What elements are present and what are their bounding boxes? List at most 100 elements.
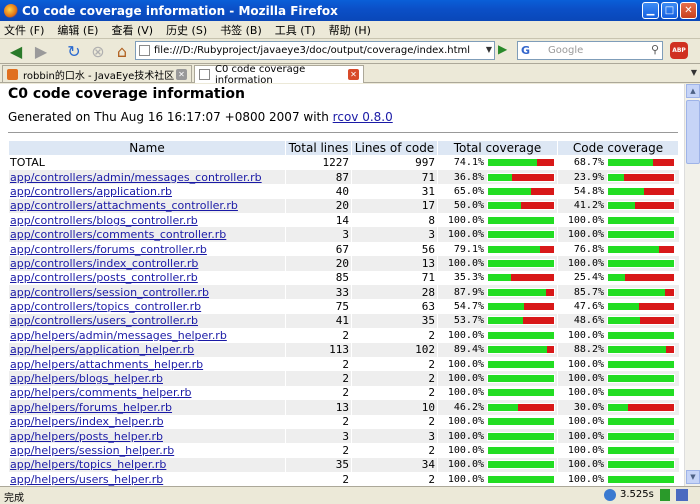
file-link[interactable]: app/helpers/attachments_helper.rb [10,357,204,371]
file-link[interactable]: app/controllers/session_controller.rb [10,285,210,299]
menu-file[interactable]: 文件 (F) [4,23,45,37]
menu-bookmarks[interactable]: 书签 (B) [220,23,262,37]
scroll-up-icon[interactable]: ▲ [686,84,700,98]
go-arrow-icon: ▶ [498,42,508,56]
file-link[interactable]: app/helpers/index_helper.rb [10,415,164,429]
coverage-bar-fill [488,360,554,368]
file-link[interactable]: app/controllers/topics_controller.rb [10,300,202,314]
tab-javaeye[interactable]: robbin的口水 - JavaEye技术社区 ✕ [2,65,192,83]
navigation-toolbar: ◀ ▶ ↻ ⊗ ⌂ file:///D:/Rubyproject/javaeye… [0,39,700,62]
total-lines-cell: 3 [285,227,352,242]
close-window-button[interactable]: ✕ [680,2,697,19]
tab-coverage[interactable]: C0 code coverage information ✕ [194,64,364,86]
total-lines-cell: 2 [285,443,352,458]
scroll-down-icon[interactable]: ▼ [686,470,700,484]
total-coverage-cell: 53.7% [437,313,558,329]
reload-button[interactable]: ↻ [64,41,84,61]
file-link[interactable]: app/helpers/blogs_helper.rb [10,372,163,386]
status-bar: 完成 3.525s [0,486,700,504]
url-bar[interactable]: file:///D:/Rubyproject/javaeye3/doc/outp… [135,41,495,60]
file-link[interactable]: app/helpers/forums_helper.rb [10,400,173,414]
go-button[interactable]: ▶ [498,42,512,58]
lines-of-code-cell: 3 [351,428,438,444]
file-link[interactable]: app/controllers/blogs_controller.rb [10,213,198,227]
file-name-cell: app/controllers/index_controller.rb [8,256,286,271]
total-lines-cell: 2 [285,356,352,372]
table-row: app/controllers/session_controller.rb 33 2… [8,285,679,300]
file-link[interactable]: app/helpers/admin/messages_helper.rb [10,328,227,342]
page-favicon-icon [199,69,210,80]
coverage-percent: 100.0% [447,473,484,485]
coverage-percent: 100.0% [447,445,484,456]
vertical-scrollbar[interactable]: ▲ ▼ [684,84,700,486]
lines-of-code-cell: 2 [351,356,438,372]
file-link[interactable]: app/controllers/attachments_controller.r… [10,199,238,213]
total-lines-cell: 1227 [285,155,352,170]
coverage-bar [487,359,555,369]
menu-edit[interactable]: 编辑 (E) [57,23,99,37]
file-link[interactable]: app/controllers/application.rb [10,184,173,198]
search-icon[interactable]: ⚲ [650,43,659,56]
minimize-button[interactable]: ▁ [642,2,659,19]
table-row: app/controllers/admin/messages_controlle… [8,169,679,185]
page-favicon-icon [139,45,150,56]
menu-help[interactable]: 帮助 (H) [328,23,371,37]
forward-button[interactable]: ▶ [30,41,52,61]
window-titlebar[interactable]: C0 code coverage information - Mozilla F… [0,0,700,21]
total-coverage-cell: 100.0% [437,371,558,386]
rcov-link[interactable]: rcov 0.8.0 [332,110,393,124]
total-coverage-cell: 87.9% [437,285,558,300]
coverage-bar [607,172,675,182]
coverage-bar [607,474,675,484]
security-status-icon[interactable] [660,489,670,501]
coverage-bar-fill [488,288,546,296]
total-coverage-cell: 79.1% [437,241,558,257]
coverage-bar [607,215,675,225]
code-coverage-cell: 100.0% [557,428,679,444]
tab-close-icon[interactable]: ✕ [176,69,187,80]
addon-status-icon[interactable] [604,489,616,501]
file-link[interactable]: app/controllers/users_controller.rb [10,314,199,328]
coverage-bar [487,388,555,398]
total-lines-cell: 20 [285,198,352,214]
file-link[interactable]: app/helpers/application_helper.rb [10,343,195,357]
coverage-bar-fill [488,216,554,224]
maximize-button[interactable]: □ [661,2,678,19]
file-link[interactable]: app/controllers/forums_controller.rb [10,242,207,256]
coverage-percent: 100.0% [447,214,484,226]
table-row: app/helpers/posts_helper.rb 3 3 100.0% 100.0… [8,428,679,444]
file-link[interactable]: app/helpers/users_helper.rb [10,472,164,486]
reload-icon: ↻ [67,41,81,61]
home-button[interactable]: ⌂ [112,41,132,61]
coverage-bar [607,316,675,326]
tab-bar: robbin的口水 - JavaEye技术社区 ✕ C0 code covera… [0,63,700,86]
stop-button[interactable]: ⊗ [88,41,108,61]
back-button[interactable]: ◀ [4,41,28,61]
tab-close-icon[interactable]: ✕ [348,69,359,80]
coverage-bar [487,287,555,297]
coverage-percent: 23.9% [573,171,604,183]
menu-tools[interactable]: 工具 (T) [274,23,316,37]
file-link[interactable]: app/helpers/posts_helper.rb [10,429,163,443]
coverage-percent: 53.7% [453,315,484,327]
file-link[interactable]: app/helpers/session_helper.rb [10,444,175,457]
coverage-bar [487,302,555,312]
coverage-bar-fill [608,216,674,224]
total-coverage-cell: 100.0% [437,356,558,372]
url-dropdown-icon[interactable]: ▼ [485,45,492,54]
file-link[interactable]: app/helpers/comments_helper.rb [10,386,192,400]
search-input[interactable]: G Google ⚲ [517,41,663,60]
total-coverage-cell: 50.0% [437,198,558,214]
file-link[interactable]: app/helpers/topics_helper.rb [10,458,167,472]
file-link[interactable]: app/controllers/admin/messages_controlle… [10,170,262,184]
menu-history[interactable]: 历史 (S) [166,23,208,37]
file-link[interactable]: app/controllers/comments_controller.rb [10,228,227,242]
file-link[interactable]: app/controllers/index_controller.rb [10,256,199,270]
coverage-bar-fill [608,187,645,195]
menu-view[interactable]: 查看 (V) [111,23,154,37]
adblock-button[interactable]: ABP [670,42,688,59]
tab-list-dropdown-icon[interactable]: ▼ [690,68,697,77]
file-link[interactable]: app/controllers/posts_controller.rb [10,271,198,285]
extension-status-icon[interactable] [676,489,688,501]
scrollbar-thumb[interactable] [686,100,700,164]
